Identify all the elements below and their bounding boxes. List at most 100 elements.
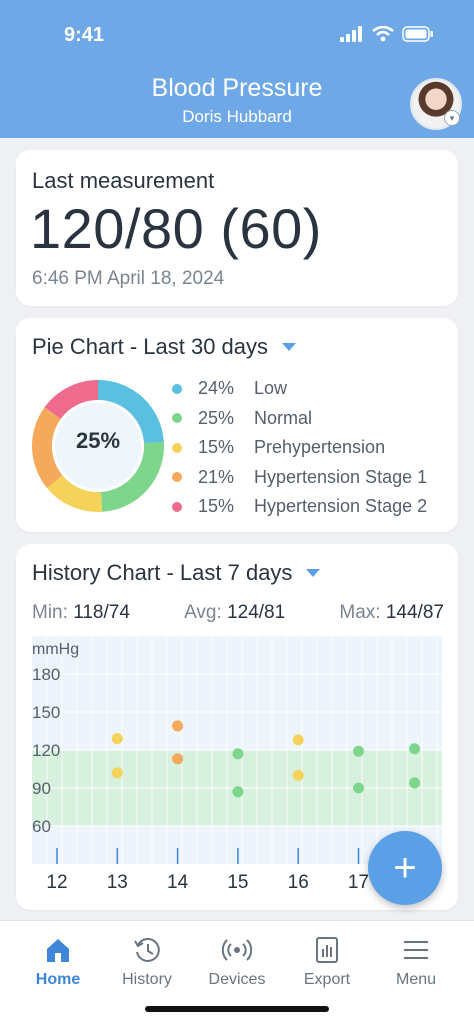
legend-item: 21% Hypertension Stage 1: [172, 463, 427, 493]
add-measurement-button[interactable]: +: [368, 831, 442, 905]
legend-item: 25% Normal: [172, 404, 427, 434]
stat-max: Max: 144/87: [339, 602, 444, 624]
wifi-icon: [372, 26, 394, 42]
stat-label: Avg:: [184, 602, 222, 623]
pie-slice: [31, 407, 63, 489]
legend-pct: 24%: [198, 378, 235, 399]
x-tick-label: 15: [227, 872, 248, 893]
chevron-down-icon[interactable]: ▾: [444, 110, 460, 126]
history-icon: [134, 938, 160, 962]
tab-label: Home: [35, 971, 81, 988]
data-point: [409, 743, 421, 755]
tab-devices[interactable]: Devices: [192, 935, 282, 989]
stat-min: Min: 118/74: [32, 602, 130, 624]
chevron-down-icon: [306, 569, 321, 577]
legend-label: Low: [254, 378, 288, 399]
history-stats: Min: 118/74 Avg: 124/81 Max: 144/87: [32, 602, 444, 624]
legend-label: Hypertension Stage 1: [254, 466, 428, 487]
tab-history[interactable]: History: [102, 935, 192, 989]
signal-icon: [340, 26, 362, 42]
pie-slice: [44, 380, 98, 419]
data-point: [232, 786, 244, 798]
history-chart-title-dropdown[interactable]: History Chart - Last 7 days: [32, 560, 321, 586]
pie-inner-ring: [55, 403, 141, 489]
pie-chart-title: Pie Chart - Last 30 days: [32, 334, 269, 359]
pie-chart-card: Pie Chart - Last 30 days 25% 24% Low 25% N…: [16, 318, 458, 532]
chevron-down-icon: [282, 343, 297, 351]
tab-home[interactable]: Home: [13, 935, 103, 989]
tab-export[interactable]: Export: [282, 935, 372, 989]
export-icon: [316, 937, 338, 963]
history-chart-title: History Chart - Last 7 days: [32, 560, 293, 585]
legend-dot: [172, 472, 182, 483]
devices-icon: [222, 939, 252, 961]
pie-chart-title-dropdown[interactable]: Pie Chart - Last 30 days: [32, 334, 297, 360]
legend-dot: [172, 383, 182, 394]
pie-chart: [31, 380, 164, 512]
data-point: [172, 720, 184, 732]
data-point: [353, 782, 364, 794]
battery-icon: [402, 26, 433, 42]
stat-value: 118/74: [73, 602, 130, 623]
y-tick-label: 150: [32, 703, 60, 722]
stat-avg: Avg: 124/81: [184, 602, 285, 624]
stat-label: Max:: [339, 602, 381, 623]
data-point: [172, 753, 184, 765]
menu-icon: [404, 941, 428, 959]
x-tick-label: 17: [348, 872, 369, 893]
pie-slice: [100, 441, 164, 512]
x-tick-label: 13: [107, 872, 128, 893]
status-time: 9:41: [64, 24, 105, 46]
home-icon: [47, 939, 69, 962]
legend-item: 24% Low: [172, 374, 427, 404]
legend-label: Hypertension Stage 2: [254, 496, 428, 517]
legend-label: Normal: [254, 407, 313, 428]
y-tick-label: 60: [32, 817, 51, 836]
legend-item: 15% Prehypertension: [172, 433, 427, 463]
y-tick-label: 180: [32, 665, 60, 684]
data-point: [353, 745, 364, 757]
y-axis-label: mmHg: [32, 641, 79, 658]
data-point: [232, 748, 244, 760]
legend-pct: 15%: [198, 437, 235, 458]
legend-pct: 15%: [198, 496, 235, 517]
legend-dot: [172, 413, 182, 424]
legend-dot: [172, 442, 182, 453]
pie-slice: [98, 380, 164, 444]
last-measurement-value: 120/80 (60): [30, 197, 322, 260]
x-tick-label: 12: [46, 872, 67, 893]
x-tick-label: 16: [288, 872, 309, 893]
data-point: [292, 769, 304, 781]
legend-pct: 25%: [198, 407, 235, 428]
data-point: [292, 734, 304, 746]
legend-item: 15% Hypertension Stage 2: [172, 492, 427, 522]
pie-center-label: 25%: [75, 428, 121, 453]
history-scatter-chart: mmHg 180 150 120 90 60 12 13 14 15 16 17: [32, 636, 442, 893]
tab-label: Devices: [208, 971, 266, 988]
legend-pct: 21%: [198, 466, 235, 487]
tab-label: Export: [303, 971, 351, 988]
data-point: [111, 733, 123, 745]
patient-name: Doris Hubbard: [182, 107, 292, 126]
stat-value: 144/87: [385, 602, 444, 623]
pie-slice: [47, 475, 103, 512]
legend-label: Prehypertension: [254, 437, 386, 458]
legend-dot: [172, 501, 182, 512]
status-icons: [340, 26, 434, 42]
data-point: [409, 777, 421, 789]
tab-label: Menu: [395, 971, 437, 988]
tab-bar: Home History Devices Export M: [0, 920, 474, 1024]
last-measurement-label: Last measurement: [32, 168, 215, 193]
y-tick-label: 90: [32, 779, 51, 798]
stat-label: Min:: [32, 602, 68, 623]
stat-value: 124/81: [227, 602, 286, 623]
pie-legend: 24% Low 25% Normal 15% Prehypertension 21% H…: [172, 374, 427, 522]
home-indicator: [145, 1006, 329, 1012]
last-measurement-card[interactable]: Last measurement 120/80 (60) 6:46 PM Apr…: [16, 150, 458, 306]
y-tick-label: 120: [32, 741, 60, 760]
data-point: [111, 767, 123, 779]
tab-label: History: [122, 971, 172, 988]
x-tick-label: 14: [167, 872, 189, 893]
app-header: 9:41 Blood Pressure Doris Hubbard ▾: [0, 0, 474, 138]
tab-menu[interactable]: Menu: [371, 935, 461, 989]
